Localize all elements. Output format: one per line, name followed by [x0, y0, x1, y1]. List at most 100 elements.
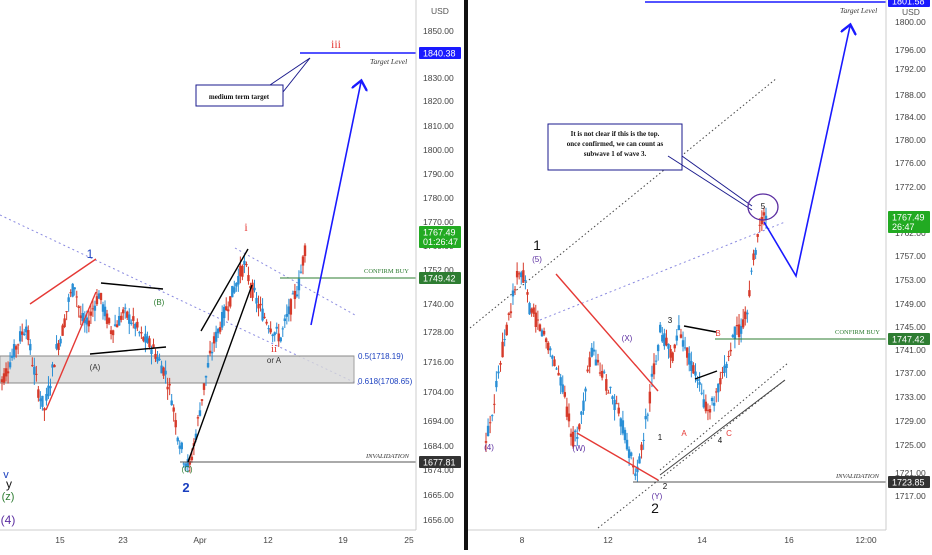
candle-body — [47, 385, 50, 397]
candle-body — [275, 326, 278, 329]
candle-body — [27, 330, 30, 341]
candle-body — [111, 330, 115, 336]
candle-body — [33, 366, 36, 375]
candle-body — [180, 442, 183, 450]
candle-body — [299, 271, 303, 273]
candle-body — [220, 311, 224, 328]
left-wave-A: (A) — [90, 363, 101, 372]
candle-body — [584, 388, 587, 392]
candle-body — [532, 307, 535, 314]
candle-body — [553, 359, 556, 367]
candle-body — [515, 271, 519, 278]
price-label-text: 1723.85 — [892, 478, 925, 488]
right-A: A — [681, 429, 687, 438]
candle-body — [756, 233, 759, 237]
candle-body — [37, 389, 40, 398]
candle-body — [206, 362, 210, 368]
candle-body — [717, 383, 720, 393]
candle-body — [706, 409, 710, 411]
candle-body — [688, 353, 691, 365]
left-wave-1: 1 — [87, 247, 94, 261]
y-tick-label: 1694.00 — [423, 416, 454, 426]
right-wave-4: (4) — [484, 443, 494, 452]
y-tick-label: 1721.00 — [895, 468, 926, 478]
fib-050-label: 0.5(1718.19) — [358, 352, 404, 361]
candle-body — [551, 355, 554, 359]
candle-body — [18, 331, 22, 342]
candle-body — [764, 215, 768, 220]
y-tick-label: 1725.00 — [895, 440, 926, 450]
candle-body — [586, 369, 589, 372]
candle-body — [158, 358, 161, 360]
candle-body — [567, 413, 571, 422]
candle-body — [513, 289, 517, 291]
y-tick-label: 1753.00 — [895, 275, 926, 285]
candle-body — [573, 430, 577, 432]
candle-body — [752, 253, 755, 260]
candle-body — [109, 330, 113, 335]
candle-body — [247, 275, 250, 282]
wave-iii-label: iii — [331, 37, 342, 51]
candle-body — [683, 347, 687, 349]
x-tick-label: 16 — [784, 535, 794, 545]
candle-body — [563, 392, 567, 397]
right-wave-X: (X) — [622, 334, 633, 343]
top-circle — [747, 193, 779, 221]
candle-body — [721, 372, 724, 374]
y-tick-label: 1850.00 — [423, 26, 454, 36]
candle-body — [115, 324, 119, 328]
y-tick-label: 1792.00 — [895, 64, 926, 74]
candle-body — [681, 340, 685, 347]
candle-body — [95, 296, 99, 305]
candle-body — [571, 431, 575, 447]
candle-body — [21, 331, 24, 335]
left-wave-C: (C) — [181, 465, 192, 474]
y-tick-label: 1788.00 — [895, 90, 926, 100]
candle-body — [293, 290, 297, 300]
right-wave-5top: 5 — [761, 202, 766, 211]
candle-body — [196, 417, 200, 419]
candle-body — [6, 371, 10, 374]
candle-body — [255, 297, 258, 304]
candle-body — [144, 333, 147, 343]
candle-body — [269, 328, 272, 333]
candle-body — [694, 371, 697, 376]
right-support-line — [659, 379, 786, 476]
candle-body — [603, 371, 606, 373]
price-label-confirm — [888, 333, 930, 345]
y-tick-label: 1770.00 — [423, 217, 454, 227]
candle-body — [511, 290, 515, 297]
left-red-line-2 — [29, 258, 97, 305]
y-tick-label: 1717.00 — [895, 491, 926, 501]
candle-body — [652, 363, 656, 375]
candle-body — [719, 378, 722, 385]
x-tick-label: 12:00 — [855, 535, 877, 545]
candle-body — [12, 344, 16, 357]
left-confirm-label: CONFIRM BUY — [364, 268, 409, 275]
left-panel: 0.5(1718.19) 0.618(1708.65) CONFIRM BUY … — [0, 0, 464, 550]
y-tick-label: 1745.00 — [895, 322, 926, 332]
candle-body — [239, 265, 242, 277]
fib-zone — [0, 355, 355, 384]
right-black-line-1 — [683, 325, 717, 333]
candle-body — [140, 332, 143, 334]
candle-body — [671, 352, 674, 361]
triangle-lower — [89, 346, 167, 355]
y-tick-label: 1790.00 — [423, 169, 454, 179]
price-label-sub: 26:47 — [892, 222, 915, 232]
candle-body — [625, 439, 629, 450]
candle-body — [31, 365, 34, 367]
candle-body — [87, 320, 91, 327]
candle-body — [117, 315, 121, 326]
candle-body — [184, 463, 188, 468]
candle-body — [188, 461, 192, 465]
left-red-line-1 — [45, 291, 97, 411]
candle-body — [615, 403, 618, 405]
candle-body — [737, 324, 741, 337]
candle-body — [172, 407, 175, 412]
candle-body — [486, 425, 490, 436]
candle-body — [16, 344, 20, 346]
left-wave-B: (B) — [154, 298, 165, 307]
price-label-text: 1767.49 — [423, 228, 456, 238]
